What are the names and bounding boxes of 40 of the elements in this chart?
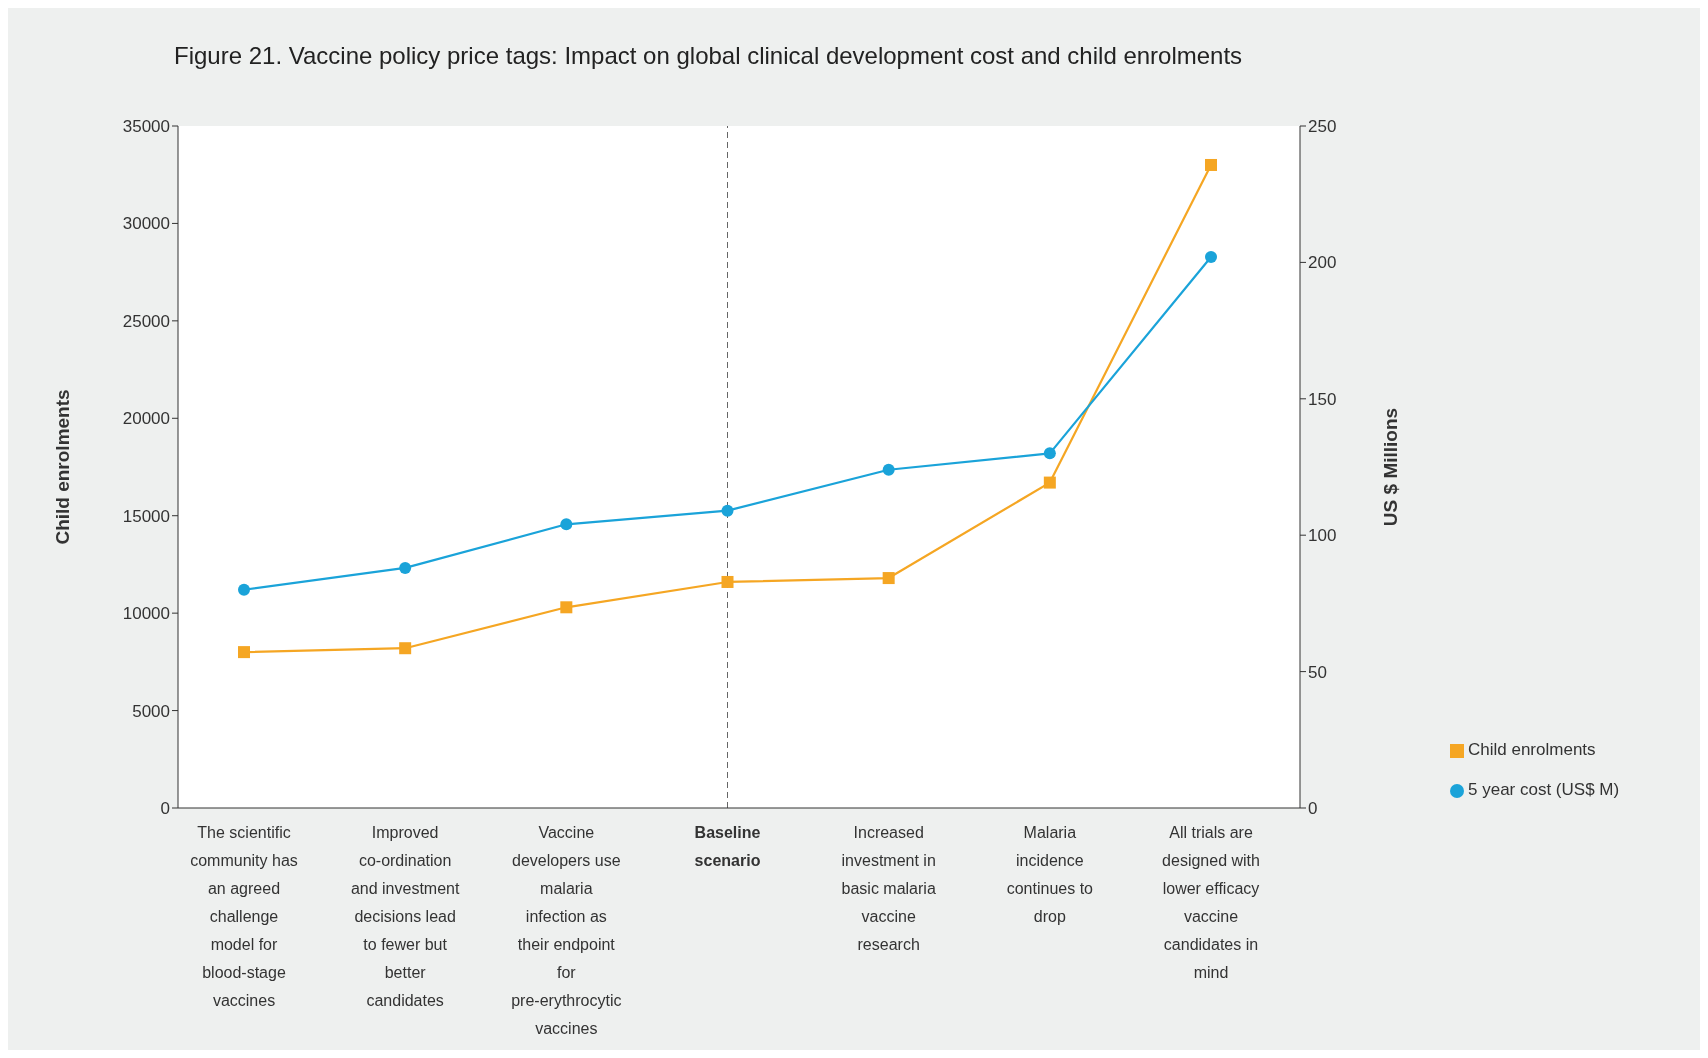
x-tick-label: Baseline scenario <box>694 824 761 869</box>
point <box>238 646 250 659</box>
x-tick-label: Vaccine developers use malaria infection as their endpoint for pre-erythrocytic vaccines <box>511 824 622 1037</box>
legend-label: 5 year cost (US$ M) <box>1468 780 1620 799</box>
chart-title: Figure 21. Vaccine policy price tags: Impact on global clinical development cost and child enrolments <box>174 42 1243 70</box>
y-tick-label: 30000 <box>122 214 170 234</box>
y-tick-label: 15000 <box>122 506 170 526</box>
point <box>399 642 412 655</box>
x-tick-label: All trials are designed with lower efficacy vaccine candidates in mind <box>1162 824 1260 981</box>
point <box>882 572 895 585</box>
y2-tick-label: 0 <box>1308 799 1318 819</box>
point <box>721 504 734 517</box>
point <box>1043 476 1056 489</box>
y2-tick-label: 150 <box>1308 389 1337 409</box>
point <box>238 583 250 596</box>
point <box>721 575 734 588</box>
y2-tick-label: 100 <box>1308 526 1337 546</box>
point <box>1205 158 1217 171</box>
y-tick-label: 5000 <box>132 701 170 721</box>
y-tick-label: 35000 <box>122 117 170 137</box>
y-axis-title: Child enrolments <box>51 389 73 545</box>
y2-tick-label: 200 <box>1308 253 1337 273</box>
x-tick-label: Increased investment in basic malaria vaccine research <box>841 824 936 953</box>
y2-axis-title: US $ Millions <box>1379 407 1401 527</box>
y-tick-label: 10000 <box>122 604 170 624</box>
y-tick-label: 25000 <box>122 311 170 331</box>
y2-tick-label: 50 <box>1308 662 1327 682</box>
y-tick-label: 0 <box>160 799 170 819</box>
legend-label: Child enrolments <box>1468 740 1596 759</box>
y2-tick-label: 250 <box>1308 117 1337 137</box>
y-tick-label: 20000 <box>122 409 170 429</box>
point <box>1205 250 1217 263</box>
x-tick-label: Malaria incidence continues to drop <box>1006 824 1094 925</box>
point <box>560 601 573 614</box>
point <box>560 518 573 531</box>
point <box>882 463 895 476</box>
x-tick-label: The scientific community has an agreed challenge model for blood-stage vaccines <box>190 824 298 1009</box>
x-tick-label: Improved co-ordination and investment decisions lead to fewer but better candidates <box>350 824 460 1009</box>
point <box>399 561 412 574</box>
point <box>1043 447 1056 460</box>
